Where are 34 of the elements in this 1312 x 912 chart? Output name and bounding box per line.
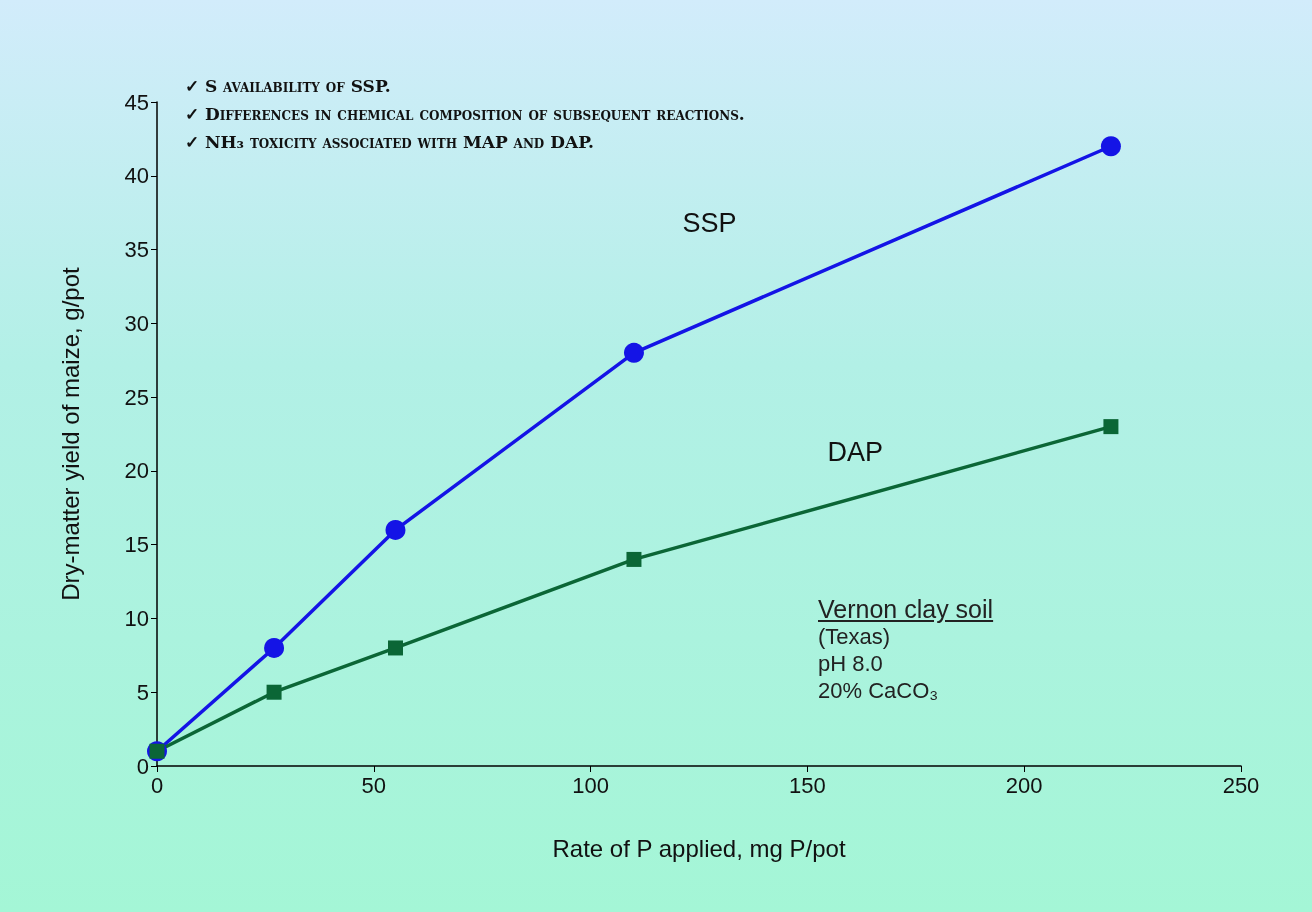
y-axis-title: Dry-matter yield of maize, g/pot	[56, 266, 84, 601]
x-tick-label: 200	[1005, 772, 1043, 798]
annotation: ✓ Differences in chemical composition of subsequent reactions.	[185, 103, 746, 126]
series-label: DAP	[827, 436, 883, 467]
x-tick-label: 50	[361, 772, 387, 798]
x-tick-label: 250	[1222, 772, 1260, 798]
annotation: Vernon clay soil	[818, 595, 994, 623]
y-tick-label: 15	[124, 532, 149, 558]
y-tick-label: 10	[124, 605, 149, 631]
point	[1100, 136, 1121, 157]
y-tick-label: 5	[136, 679, 149, 705]
point	[387, 640, 403, 656]
annotation: (Texas)	[818, 623, 892, 650]
annotation: pH 8.0	[818, 650, 884, 677]
y-tick-label: 45	[124, 89, 149, 115]
y-tick-label: 35	[124, 237, 149, 263]
point	[264, 637, 285, 658]
y-tick-label: 20	[124, 458, 149, 484]
x-axis-title: Rate of P applied, mg P/pot	[552, 834, 846, 862]
y-tick-label: 40	[124, 163, 149, 189]
point	[626, 551, 642, 567]
text: SSP	[682, 208, 737, 239]
point	[385, 519, 406, 540]
point	[1103, 419, 1119, 435]
y-tick-label: 25	[124, 384, 149, 410]
text: ✓ S availability of SSP.	[185, 75, 392, 98]
y-tick-label: 30	[124, 310, 149, 336]
point	[623, 342, 644, 363]
y-tick-label: 0	[136, 753, 149, 779]
annotation: 20% CaCO₃	[818, 677, 940, 704]
annotation: ✓ NH₃ toxicity associated with MAP and DAP.	[185, 131, 596, 154]
x-tick-label: 100	[572, 772, 609, 798]
point	[266, 684, 282, 700]
x-tick-label: 150	[789, 772, 826, 798]
